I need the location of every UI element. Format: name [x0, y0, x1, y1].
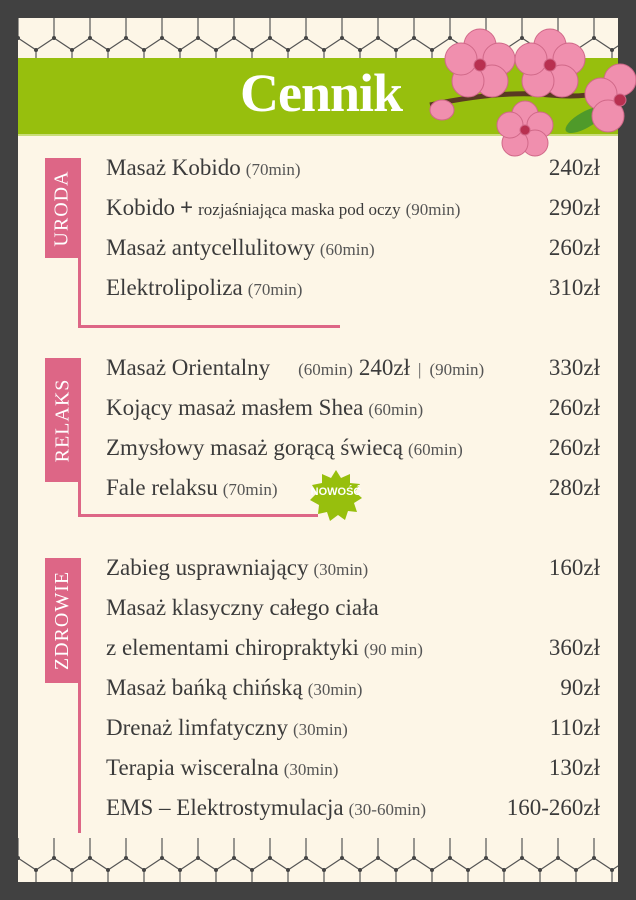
- honeycomb-pattern-bottom: [18, 838, 618, 882]
- new-badge: NOWOŚĆ: [310, 470, 362, 522]
- price-row: Terapia wisceralna (30min) 130zł: [106, 755, 600, 780]
- cherry-blossom-illustration: [429, 28, 636, 157]
- price-list-sheet: [18, 18, 618, 882]
- price-row: Kobido + rozjaśniająca maska pod oczy (90mi…: [106, 195, 600, 220]
- section-divider: [78, 514, 318, 517]
- section-bracket: [78, 558, 81, 833]
- price-row: Zmysłowy masaż gorącą świecą (60min) 260zł: [106, 435, 600, 460]
- section-label-relaks: RELAKS: [45, 358, 80, 482]
- section-divider: [78, 325, 340, 328]
- price-row: Fale relaksu (70min) 280zł: [106, 475, 600, 500]
- price-row: Drenaż limfatyczny (30min) 110zł: [106, 715, 600, 740]
- section-label-uroda: URODA: [45, 158, 80, 258]
- page-title: Cennik: [240, 63, 403, 123]
- price-row: Zabieg usprawniający (30min) 160zł: [106, 555, 600, 580]
- price-row: Masaż antycellulitowy (60min) 260zł: [106, 235, 600, 260]
- price-row: Masaż Orientalny (60min) 240zł | (90min) 330z…: [106, 355, 600, 380]
- section-bracket: [78, 158, 81, 328]
- price-row: z elementami chiropraktyki (90 min) 360zł: [106, 635, 600, 660]
- price-row: Elektrolipoliza (70min) 310zł: [106, 275, 600, 300]
- price-row: EMS – Elektrostymulacja (30-60min) 160-260…: [106, 795, 600, 820]
- price-row: Masaż klasyczny całego ciała: [106, 595, 379, 620]
- section-bracket: [78, 358, 81, 517]
- price-row: Masaż Kobido (70min) 240zł: [106, 155, 600, 180]
- section-label-zdrowie: ZDROWIE: [45, 558, 80, 683]
- price-row: Kojący masaż masłem Shea (60min) 260zł: [106, 395, 600, 420]
- price-row: Masaż bańką chińską (30min) 90zł: [106, 675, 600, 700]
